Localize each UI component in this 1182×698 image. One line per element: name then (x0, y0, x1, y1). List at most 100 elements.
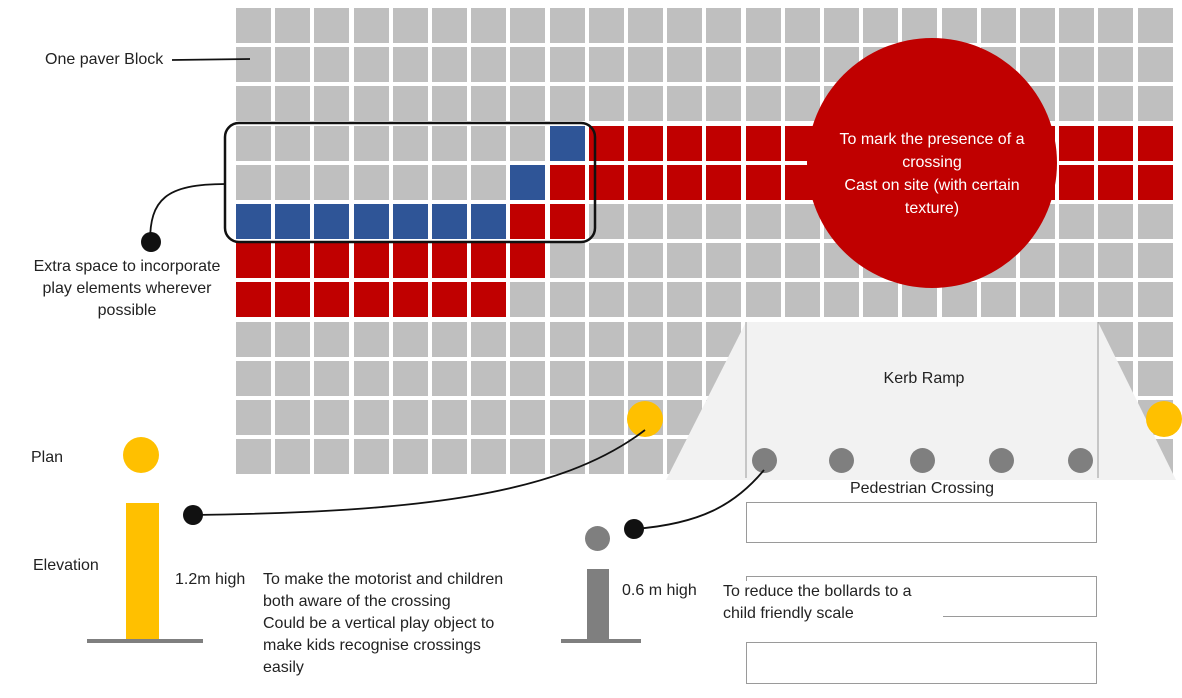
paver-cell (667, 243, 702, 278)
paver-cell (824, 8, 859, 43)
paver-cell (667, 86, 702, 121)
paver-cell (589, 282, 624, 317)
callout-dot-icon (141, 232, 161, 252)
crossing-stripe-box (746, 642, 1097, 684)
paver-cell (550, 8, 585, 43)
tall-bollard-note: To make the motorist and children both a… (263, 571, 504, 676)
paver-cell (706, 86, 741, 121)
paver-cell (393, 322, 428, 357)
bollard-short-top-icon (585, 526, 610, 551)
paver-cell (1059, 165, 1094, 200)
paver-cell (628, 243, 663, 278)
paver-cell (863, 8, 898, 43)
paver-cell (510, 86, 545, 121)
paver-cell (275, 86, 310, 121)
bollard-plan-yellow-icon (1146, 401, 1182, 437)
paver-cell (1020, 282, 1055, 317)
paver-cell (550, 282, 585, 317)
bollard-plan-grey-icon (829, 448, 854, 473)
paver-cell (589, 400, 624, 435)
paver-cell (236, 361, 271, 396)
paver-cell (550, 400, 585, 435)
paver-cell (393, 8, 428, 43)
paver-cell (275, 400, 310, 435)
paver-cell (510, 282, 545, 317)
kerb-ramp-label: Kerb Ramp (883, 370, 965, 387)
paver-cell (706, 243, 741, 278)
paver-cell (471, 8, 506, 43)
paver-cell (236, 86, 271, 121)
paver-cell (1138, 126, 1173, 161)
paver-cell (667, 165, 702, 200)
paver-cell (354, 282, 389, 317)
paver-cell (706, 47, 741, 82)
crossing-marker-note: To mark the presence of a crossing Cast … (839, 131, 1025, 217)
paver-cell (236, 282, 271, 317)
paver-cell (785, 8, 820, 43)
paver-cell (1098, 204, 1133, 239)
paver-cell (706, 126, 741, 161)
paver-cell (354, 361, 389, 396)
paver-cell (902, 8, 937, 43)
paver-cell (275, 282, 310, 317)
paver-cell (275, 8, 310, 43)
paver-cell (706, 165, 741, 200)
paver-cell (589, 8, 624, 43)
bollard-plan-yellow-icon (627, 401, 663, 437)
paver-cell (785, 204, 820, 239)
paver-cell (1059, 126, 1094, 161)
short-bollard-note: To reduce the bollards to a child friend… (723, 581, 943, 625)
paver-cell (746, 126, 781, 161)
ground-line (87, 639, 203, 643)
paver-cell (981, 282, 1016, 317)
paver-cell (393, 282, 428, 317)
paver-cell (1138, 322, 1173, 357)
paver-cell (354, 400, 389, 435)
callout-dot-icon (183, 505, 203, 525)
crossing-stripe-box (746, 502, 1097, 543)
paver-cell (510, 361, 545, 396)
paver-cell (236, 47, 271, 82)
paver-block-label: One paver Block (45, 51, 164, 68)
paver-cell (471, 282, 506, 317)
bollard-elevation-short-icon (587, 569, 609, 640)
bollard-plan-grey-icon (989, 448, 1014, 473)
paver-cell (510, 8, 545, 43)
paver-cell (746, 165, 781, 200)
paver-cell (667, 47, 702, 82)
paver-cell (1098, 126, 1133, 161)
paver-cell (1098, 243, 1133, 278)
paver-cell (1098, 8, 1133, 43)
paver-cell (432, 282, 467, 317)
paver-cell (667, 126, 702, 161)
paver-cell (746, 282, 781, 317)
paver-cell (432, 322, 467, 357)
paver-cell (785, 243, 820, 278)
tall-height-label: 1.2m high (175, 571, 246, 588)
paver-cell (628, 47, 663, 82)
paver-cell (550, 322, 585, 357)
paver-cell (667, 8, 702, 43)
paver-cell (785, 47, 820, 82)
paver-cell (471, 86, 506, 121)
paver-cell (746, 47, 781, 82)
paver-cell (589, 86, 624, 121)
paver-cell (589, 243, 624, 278)
paver-cell (1138, 8, 1173, 43)
paver-cell (1138, 204, 1173, 239)
paver-cell (1098, 165, 1133, 200)
paver-cell (1059, 204, 1094, 239)
paver-cell (746, 8, 781, 43)
callout-dot-icon (624, 519, 644, 539)
paver-cell (589, 47, 624, 82)
paver-cell (1098, 282, 1133, 317)
paver-cell (432, 361, 467, 396)
paver-cell (1098, 86, 1133, 121)
paver-cell (942, 282, 977, 317)
paver-cell (1138, 47, 1173, 82)
paver-cell (510, 400, 545, 435)
paver-cell (510, 243, 545, 278)
paver-cell (628, 86, 663, 121)
paver-cell (706, 204, 741, 239)
